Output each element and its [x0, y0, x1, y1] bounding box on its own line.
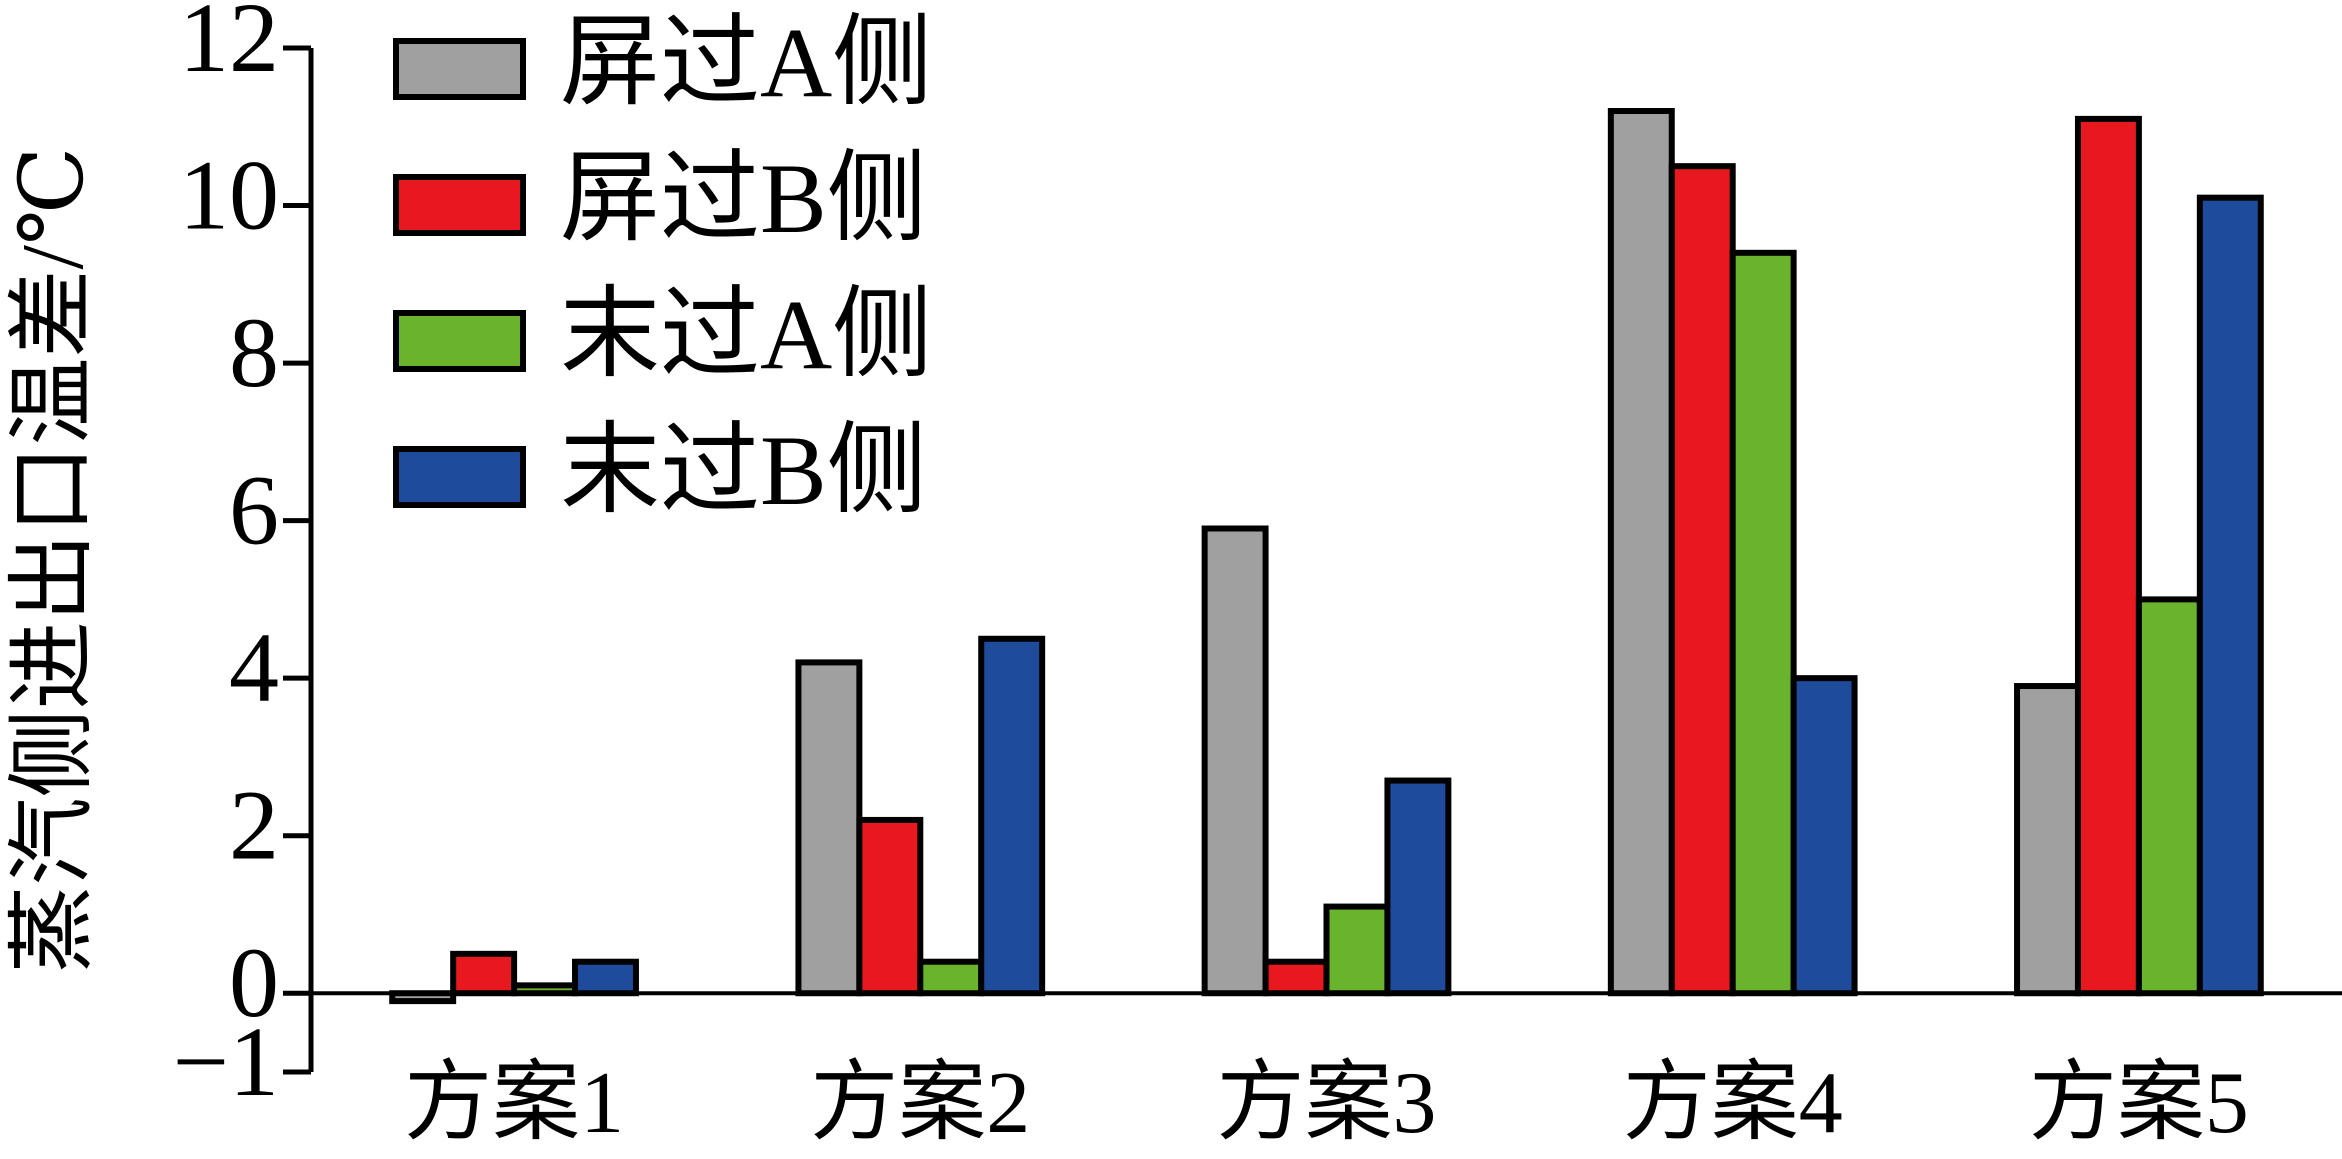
y-axis-label: 蒸汽侧进出口温差/℃	[5, 147, 102, 974]
legend-swatch	[393, 446, 526, 508]
legend-swatch	[393, 174, 526, 236]
bar	[1384, 777, 1452, 997]
y-tick-label: −1	[173, 1006, 279, 1117]
y-tick-label: 2	[229, 770, 279, 881]
y-tick-label: 6	[229, 455, 279, 566]
legend-swatch	[393, 310, 526, 372]
legend-label: 屏过B侧	[560, 143, 927, 254]
bar	[389, 990, 457, 1005]
bar	[1323, 903, 1391, 997]
y-tick-label: 4	[229, 612, 279, 723]
bar	[856, 816, 924, 997]
bar	[2196, 194, 2264, 997]
x-tick-label: 方案3	[1216, 1055, 1436, 1152]
bar	[1607, 108, 1675, 997]
bar	[917, 958, 985, 997]
x-tick-label: 方案5	[2029, 1055, 2249, 1152]
bar	[450, 950, 518, 997]
legend-swatch	[393, 38, 526, 100]
bar	[572, 958, 639, 997]
bar	[1790, 675, 1858, 997]
bar	[1729, 249, 1797, 997]
y-tick-label: 8	[229, 297, 279, 408]
x-tick-label: 方案1	[404, 1055, 624, 1152]
legend-label: 末过A侧	[560, 279, 932, 390]
bar	[2074, 115, 2142, 997]
y-tick-label: 12	[179, 0, 279, 93]
x-tick-label: 方案2	[810, 1055, 1030, 1152]
bar	[795, 659, 863, 997]
bar	[511, 982, 579, 997]
bar	[1668, 163, 1736, 997]
legend-label: 末过B侧	[560, 415, 927, 526]
legend-label: 屏过A侧	[560, 7, 932, 118]
bar	[978, 635, 1046, 997]
bar	[2135, 596, 2203, 997]
bar	[1262, 958, 1330, 997]
y-tick-label: 10	[179, 139, 279, 250]
x-tick-label: 方案4	[1623, 1055, 1843, 1152]
y-tick-label: 0	[229, 927, 279, 1038]
bar	[2014, 683, 2081, 997]
bar	[1201, 525, 1269, 997]
